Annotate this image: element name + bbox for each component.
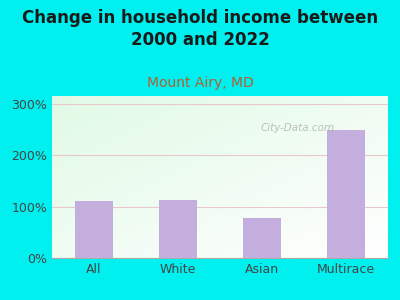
Text: Mount Airy, MD: Mount Airy, MD: [147, 76, 253, 91]
Bar: [75, 201, 113, 258]
Bar: [243, 218, 281, 258]
Bar: [327, 130, 365, 258]
Text: Change in household income between
2000 and 2022: Change in household income between 2000 …: [22, 9, 378, 49]
Text: City-Data.com: City-Data.com: [260, 123, 334, 134]
Bar: [159, 200, 197, 258]
